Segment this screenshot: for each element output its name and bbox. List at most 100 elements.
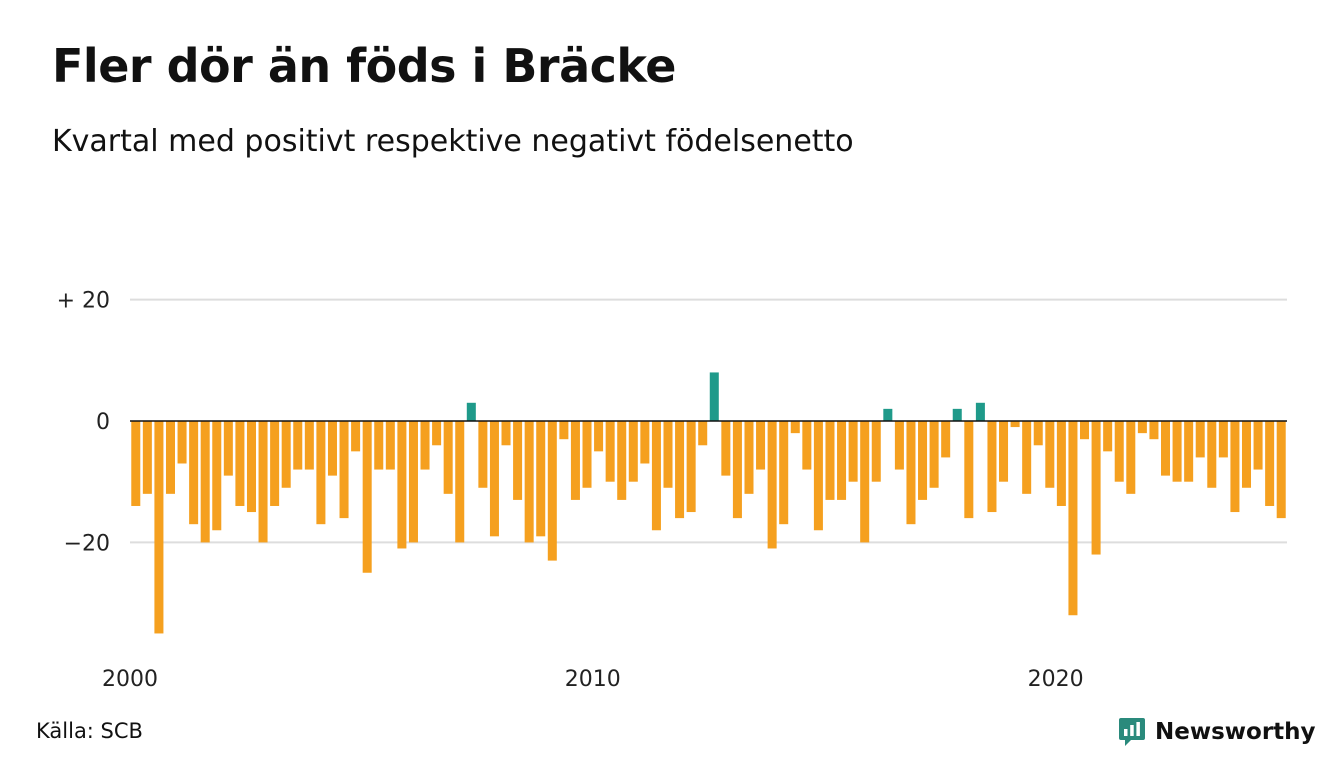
bar (1056, 421, 1066, 506)
chart-title: Fler dör än föds i Bräcke (52, 39, 676, 93)
bar-chart: + 20 0 −20 2000 2010 2020 (57, 289, 1287, 692)
bar (1218, 421, 1228, 458)
bar (420, 421, 430, 470)
bar (709, 372, 719, 421)
bar (1241, 421, 1252, 488)
bar (582, 421, 592, 488)
bar (1149, 421, 1159, 440)
bar (1126, 421, 1136, 494)
bar (165, 421, 175, 494)
chart-bubble-icon (1119, 718, 1145, 746)
bar (339, 421, 349, 519)
bar (1114, 421, 1124, 482)
bar (767, 421, 777, 549)
bar (941, 421, 951, 458)
bar (432, 421, 442, 446)
y-tick-label: 0 (96, 410, 110, 435)
bar (142, 421, 152, 494)
bar (200, 421, 210, 543)
bar (501, 421, 511, 446)
bar (374, 421, 384, 470)
brand-name: Newsworthy (1155, 719, 1316, 745)
bar (617, 421, 627, 500)
bar (675, 421, 685, 519)
bar (825, 421, 835, 500)
bar (304, 421, 314, 470)
bar (547, 421, 557, 561)
bar (1172, 421, 1182, 482)
bar (1033, 421, 1043, 446)
bar (281, 421, 291, 488)
bars (131, 372, 1286, 634)
x-tick-label: 2010 (565, 667, 621, 692)
bar (732, 421, 742, 519)
bar (212, 421, 222, 531)
bar (871, 421, 881, 482)
bar (1253, 421, 1263, 470)
bar (223, 421, 233, 476)
bar (235, 421, 245, 506)
bar (999, 421, 1009, 482)
bar (351, 421, 361, 452)
bar (316, 421, 326, 525)
bar (744, 421, 754, 494)
bar (663, 421, 673, 488)
bar (1184, 421, 1194, 482)
bar (952, 408, 962, 421)
bar (466, 402, 476, 421)
bar (756, 421, 766, 470)
bar (513, 421, 523, 500)
bar (189, 421, 199, 525)
bar (246, 421, 256, 513)
bar (443, 421, 453, 494)
bar (837, 421, 847, 500)
bar (362, 421, 372, 573)
bar (1195, 421, 1205, 458)
bar (1137, 421, 1147, 434)
bar (929, 421, 939, 488)
bar (131, 421, 141, 506)
bar (177, 421, 187, 464)
bar (605, 421, 615, 482)
bar (1080, 421, 1090, 440)
chart-subtitle: Kvartal med positivt respektive negativt… (52, 124, 854, 159)
axes: + 20 0 −20 2000 2010 2020 (57, 289, 1287, 692)
bar (293, 421, 303, 470)
bar (258, 421, 268, 543)
bar (559, 421, 569, 440)
bar (570, 421, 580, 500)
bar (1265, 421, 1275, 506)
bar (489, 421, 499, 537)
source-note: Källa: SCB (36, 719, 143, 743)
bar (154, 421, 164, 634)
bar (1068, 421, 1078, 616)
y-tick-label: + 20 (57, 289, 110, 314)
bar (1276, 421, 1286, 519)
bar (894, 421, 904, 470)
bar (975, 402, 985, 421)
bar (1230, 421, 1240, 513)
bar (1207, 421, 1217, 488)
y-tick-label: −20 (64, 531, 110, 556)
x-tick-label: 2020 (1028, 667, 1084, 692)
newsworthy-logo: Newsworthy (1118, 712, 1316, 752)
bar (1045, 421, 1055, 488)
bar (327, 421, 337, 476)
bar (813, 421, 823, 531)
bar (906, 421, 916, 525)
bar (1103, 421, 1113, 452)
bar (1010, 421, 1020, 428)
bar (1022, 421, 1032, 494)
bar (536, 421, 546, 537)
bar (408, 421, 418, 543)
bar (860, 421, 870, 543)
bar (478, 421, 488, 488)
bar (270, 421, 280, 506)
bar (651, 421, 661, 531)
bar (721, 421, 731, 476)
bar (397, 421, 407, 549)
bar (883, 408, 893, 421)
bar (686, 421, 696, 513)
bar (594, 421, 604, 452)
bar (779, 421, 789, 525)
